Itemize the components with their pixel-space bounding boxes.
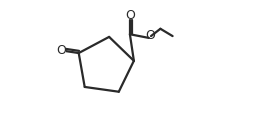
Text: O: O (146, 29, 155, 42)
Text: O: O (125, 9, 135, 22)
Text: O: O (56, 44, 66, 57)
